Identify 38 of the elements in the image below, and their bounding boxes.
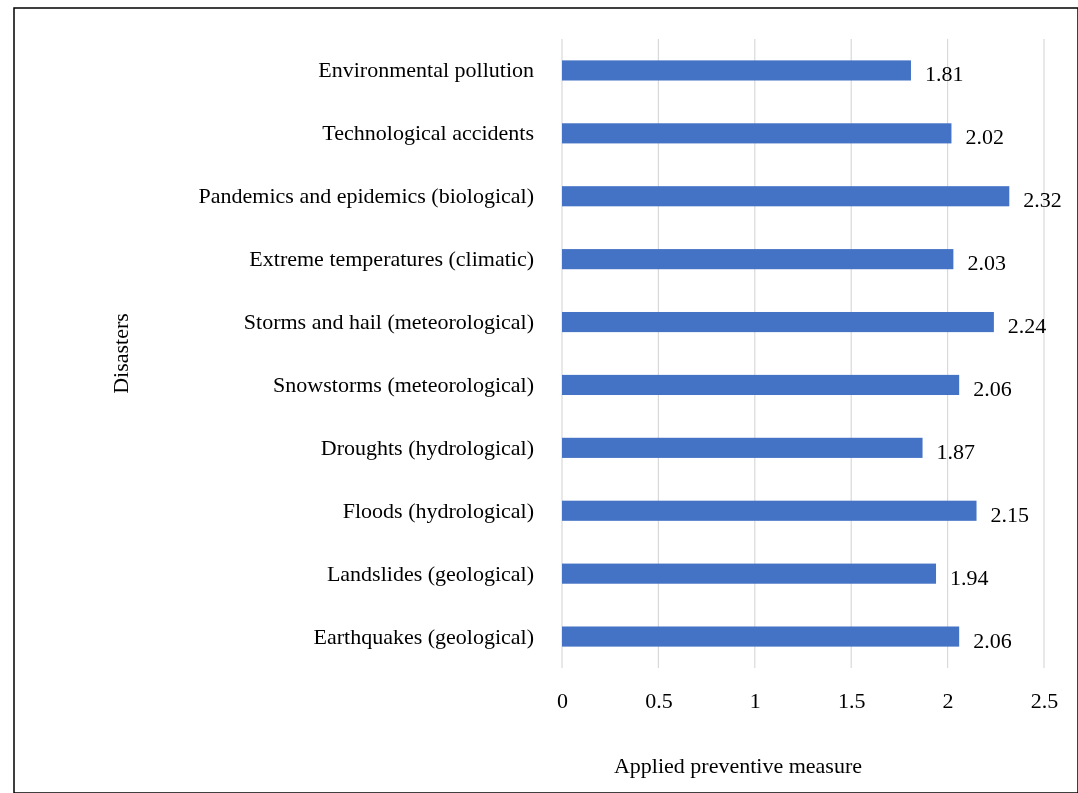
bar — [562, 249, 954, 270]
bar — [562, 563, 937, 584]
y-tick-label: Pandemics and epidemics (biological) — [198, 183, 534, 209]
y-tick-label: Storms and hail (meteorological) — [243, 309, 534, 335]
bar — [562, 437, 923, 458]
y-tick-label: Droughts (hydrological) — [320, 434, 534, 460]
y-tick-label: Floods (hydrological) — [342, 497, 534, 523]
data-label: 1.81 — [924, 61, 964, 87]
bar — [562, 186, 1010, 207]
data-label: 2.06 — [973, 376, 1012, 401]
bar — [562, 60, 911, 81]
x-tick-label: 2.5 — [1030, 687, 1059, 713]
data-label: 2.06 — [973, 627, 1012, 653]
y-tick-label: Earthquakes (geological) — [313, 623, 534, 649]
y-tick-label: Snowstorms (meteorological) — [273, 371, 534, 397]
y-tick-label: Extreme temperatures (climatic) — [249, 246, 534, 272]
x-tick-label: 1 — [749, 687, 761, 713]
bar — [562, 374, 960, 396]
y-tick-label: Technological accidents — [322, 120, 534, 146]
data-label: 2.32 — [1023, 187, 1062, 213]
data-label: 1.87 — [936, 438, 976, 464]
bar — [562, 626, 960, 647]
data-label: 1.94 — [950, 564, 989, 590]
bar — [562, 311, 994, 333]
x-tick-label: 2 — [942, 687, 954, 713]
bar — [562, 123, 952, 144]
y-tick-label: Landslides (geological) — [326, 560, 534, 586]
data-label: 2.24 — [1007, 313, 1047, 339]
data-label: 2.02 — [965, 124, 1004, 150]
x-tick-label: 0 — [557, 687, 568, 713]
y-axis-title: Disasters — [108, 313, 133, 394]
y-tick-label: Environmental pollution — [318, 57, 534, 83]
data-label: 2.03 — [967, 250, 1006, 276]
x-axis-title: Applied preventive measure — [613, 753, 863, 778]
x-tick-label: 0.5 — [645, 687, 673, 713]
bar — [562, 500, 977, 521]
x-tick-label: 1.5 — [837, 687, 866, 713]
data-label: 2.15 — [990, 501, 1030, 527]
